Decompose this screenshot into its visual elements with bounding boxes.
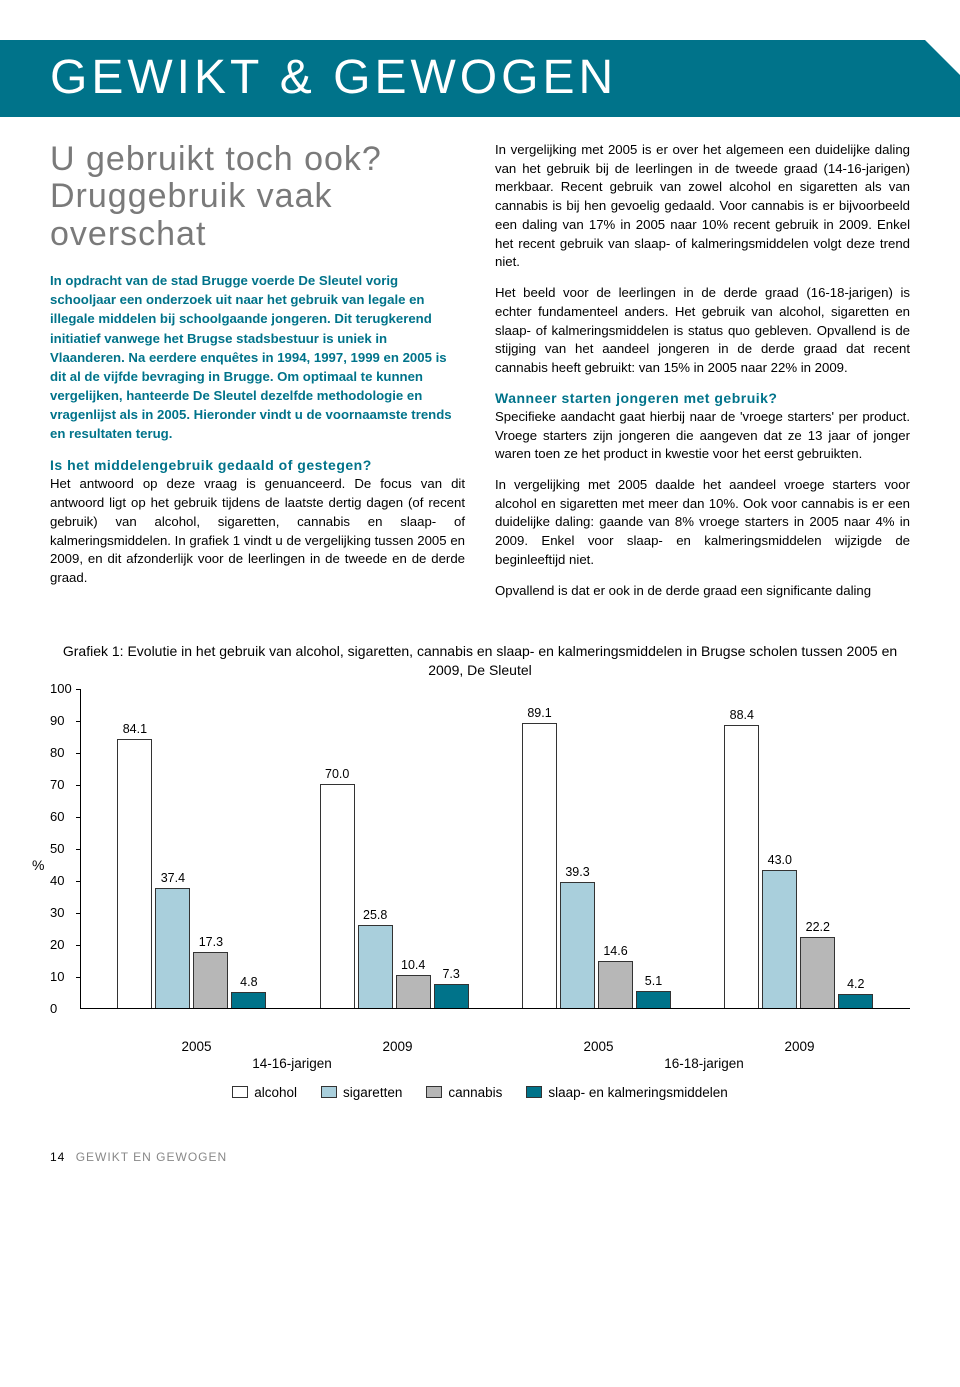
bar-group: 84.137.417.34.8 xyxy=(117,689,266,1008)
y-tick: 10 xyxy=(50,969,72,1001)
bar-value-label: 39.3 xyxy=(565,865,589,879)
legend-label: slaap- en kalmeringsmiddelen xyxy=(548,1085,727,1100)
bar-value-label: 43.0 xyxy=(768,853,792,867)
paragraph: Het beeld voor de leerlingen in de derde… xyxy=(495,284,910,378)
bar-value-label: 17.3 xyxy=(199,935,223,949)
page-footer: 14 GEWIKT EN GEWOGEN xyxy=(50,1150,910,1164)
column-left: U gebruikt toch ook? Druggebruik vaak ov… xyxy=(50,141,465,612)
legend-label: cannabis xyxy=(448,1085,502,1100)
bar: 89.1 xyxy=(522,723,557,1008)
x-year-label: 2009 xyxy=(699,1039,900,1054)
chart-title: Grafiek 1: Evolutie in het gebruik van a… xyxy=(50,642,910,678)
x-year-label: 2005 xyxy=(96,1039,297,1054)
bar: 25.8 xyxy=(358,925,393,1008)
legend-swatch xyxy=(232,1086,248,1098)
bar: 37.4 xyxy=(155,888,190,1008)
paragraph: Opvallend is dat er ook in de derde graa… xyxy=(495,582,910,601)
y-tick: 30 xyxy=(50,905,72,937)
legend-swatch xyxy=(426,1086,442,1098)
bar-value-label: 22.2 xyxy=(806,920,830,934)
chart-x-years: 2005200920052009 xyxy=(86,1033,910,1054)
legend-label: sigaretten xyxy=(343,1085,402,1100)
bar: 10.4 xyxy=(396,975,431,1008)
bar-value-label: 84.1 xyxy=(123,722,147,736)
bar: 14.6 xyxy=(598,961,633,1008)
bar: 84.1 xyxy=(117,739,152,1008)
paragraph: Specifieke aandacht gaat hierbij naar de… xyxy=(495,408,910,464)
bar: 4.8 xyxy=(231,992,266,1007)
bar: 39.3 xyxy=(560,882,595,1008)
y-tick: 80 xyxy=(50,745,72,777)
legend-swatch xyxy=(526,1086,542,1098)
bar-group: 70.025.810.47.3 xyxy=(320,689,469,1008)
paragraph: In vergelijking met 2005 is er over het … xyxy=(495,141,910,272)
bar-value-label: 14.6 xyxy=(603,944,627,958)
y-tick: 0 xyxy=(50,1001,72,1033)
chart-x-age-groups: 14-16-jarigen16-18-jarigen xyxy=(86,1056,910,1071)
legend-item: slaap- en kalmeringsmiddelen xyxy=(526,1085,727,1100)
article-intro: In opdracht van de stad Brugge voerde De… xyxy=(50,271,465,443)
legend-item: cannabis xyxy=(426,1085,502,1100)
bar: 17.3 xyxy=(193,952,228,1007)
page-number: 14 xyxy=(50,1150,65,1164)
y-tick: 90 xyxy=(50,713,72,745)
paragraph: Het antwoord op deze vraag is genuanceer… xyxy=(50,475,465,587)
y-tick: 50 xyxy=(50,841,72,873)
bar-value-label: 89.1 xyxy=(527,706,551,720)
legend-item: alcohol xyxy=(232,1085,297,1100)
bar: 88.4 xyxy=(724,725,759,1008)
bar: 5.1 xyxy=(636,991,671,1007)
x-age-group-label: 16-18-jarigen xyxy=(498,1056,910,1071)
bar-value-label: 10.4 xyxy=(401,958,425,972)
bar: 7.3 xyxy=(434,984,469,1007)
legend-item: sigaretten xyxy=(321,1085,402,1100)
subheading-q2: Wanneer starten jongeren met gebruik? xyxy=(495,390,910,406)
article-title: U gebruikt toch ook? Druggebruik vaak ov… xyxy=(50,141,465,253)
bar-value-label: 25.8 xyxy=(363,908,387,922)
bar-value-label: 4.2 xyxy=(847,977,864,991)
article-columns: U gebruikt toch ook? Druggebruik vaak ov… xyxy=(50,141,910,612)
legend-swatch xyxy=(321,1086,337,1098)
bar: 70.0 xyxy=(320,784,355,1008)
chart-legend: alcohol sigaretten cannabis slaap- en kalme… xyxy=(50,1085,910,1100)
bar: 4.2 xyxy=(838,994,873,1007)
footer-section: GEWIKT EN GEWOGEN xyxy=(76,1150,227,1164)
chart-container: Grafiek 1: Evolutie in het gebruik van a… xyxy=(50,642,910,1099)
bar: 43.0 xyxy=(762,870,797,1008)
x-age-group-label: 14-16-jarigen xyxy=(86,1056,498,1071)
chart-plot-area: 84.137.417.34.870.025.810.47.389.139.314… xyxy=(80,689,910,1009)
bar-value-label: 37.4 xyxy=(161,871,185,885)
y-tick: 40 xyxy=(50,873,72,905)
bar-value-label: 70.0 xyxy=(325,767,349,781)
bar-value-label: 88.4 xyxy=(730,708,754,722)
bar-value-label: 4.8 xyxy=(240,975,257,989)
y-tick: 20 xyxy=(50,937,72,969)
bar-group: 89.139.314.65.1 xyxy=(522,689,671,1008)
bar: 22.2 xyxy=(800,937,835,1008)
bar-value-label: 5.1 xyxy=(645,974,662,988)
chart-y-label: % xyxy=(32,857,44,873)
y-tick: 100 xyxy=(50,681,72,713)
column-right: In vergelijking met 2005 is er over het … xyxy=(495,141,910,612)
bar-group: 88.443.022.24.2 xyxy=(724,689,873,1008)
y-tick: 70 xyxy=(50,777,72,809)
bar-value-label: 7.3 xyxy=(442,967,459,981)
y-tick: 60 xyxy=(50,809,72,841)
paragraph: In vergelijking met 2005 daalde het aand… xyxy=(495,476,910,570)
page-banner: GEWIKT & GEWOGEN xyxy=(0,40,960,117)
x-year-label: 2005 xyxy=(498,1039,699,1054)
subheading-q1: Is het middelengebruik gedaald of gesteg… xyxy=(50,457,465,473)
legend-label: alcohol xyxy=(254,1085,297,1100)
x-year-label: 2009 xyxy=(297,1039,498,1054)
